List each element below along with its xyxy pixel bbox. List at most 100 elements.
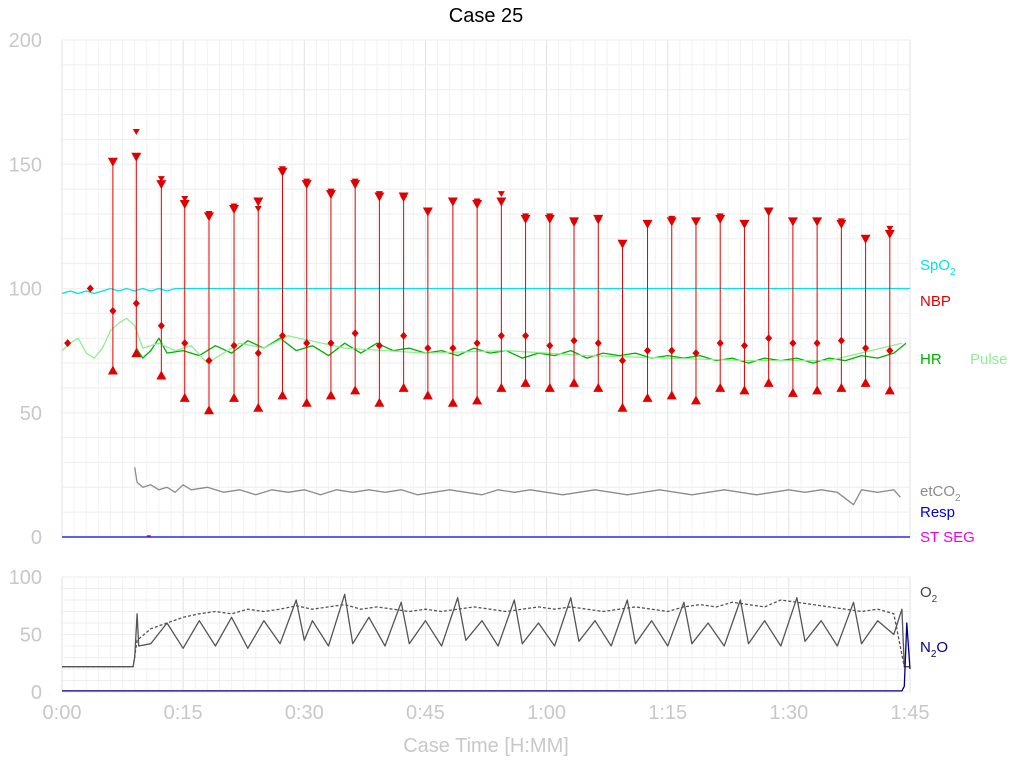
- nbp-diastolic-marker: [472, 395, 483, 405]
- nbp-diastolic-marker: [422, 390, 433, 400]
- nbp-diastolic-marker: [739, 385, 750, 395]
- x-axis-label: Case Time [H:MM]: [403, 735, 569, 757]
- nbp-systolic-marker: [253, 197, 264, 207]
- nbp-mean-marker: [230, 341, 238, 350]
- nbp-systolic-marker: [422, 207, 433, 217]
- legend-n2o: N2O: [920, 639, 948, 660]
- nbp-systolic-marker: [617, 239, 628, 249]
- vitals-y-ticks: 0 50 100 150 200: [9, 30, 42, 549]
- nbp-diastolic-marker: [520, 377, 531, 387]
- nbp-systolic-marker: [520, 214, 531, 224]
- nbp-systolic-marker: [107, 157, 118, 167]
- vitals-series: [61, 287, 910, 538]
- chart-title: Case 25: [449, 5, 524, 27]
- legend-etco2: etCO2: [920, 483, 961, 504]
- nbp-mean-marker: [64, 339, 72, 348]
- nbp-diastolic-marker: [617, 402, 628, 412]
- nbp-systolic-marker: [350, 180, 361, 190]
- nbp-mean-marker: [254, 349, 262, 358]
- nbp-mean-marker: [278, 331, 286, 340]
- nbp-mean-marker: [813, 339, 821, 348]
- nbp-mean-marker: [303, 339, 311, 348]
- legend-nbp: NBP: [920, 293, 951, 310]
- series-line-pulse: [61, 317, 903, 364]
- nbp-diastolic-marker: [812, 385, 823, 395]
- series-line-o2-inspired: [62, 593, 910, 668]
- nbp-mean-marker: [109, 306, 117, 315]
- x-tick-label: 1:45: [891, 702, 930, 724]
- nbp-mean-marker: [570, 336, 578, 345]
- gases-legend: O2 N2O: [920, 584, 948, 660]
- legend-hr: HR: [920, 351, 942, 368]
- nbp-mean-marker: [789, 339, 797, 348]
- nbp-systolic-marker: [690, 217, 701, 227]
- nbp-systolic-marker: [666, 217, 677, 227]
- nbp-mean-marker: [351, 329, 359, 338]
- series-line-o2-expired: [62, 599, 910, 668]
- y-tick-label: 150: [9, 154, 42, 176]
- nbp-systolic-marker: [739, 219, 750, 229]
- nbp-systolic-marker: [496, 197, 507, 207]
- nbp-mean-marker: [644, 346, 652, 355]
- legend-stseg: ST SEG: [920, 529, 975, 546]
- nbp-systolic-marker: [569, 217, 580, 227]
- nbp-systolic-marker: [836, 219, 847, 229]
- nbp-diastolic-marker: [763, 377, 774, 387]
- nbp-diastolic-marker: [642, 392, 653, 402]
- nbp-mean-marker: [375, 341, 383, 350]
- nbp-diastolic-marker: [350, 385, 361, 395]
- gases-grid: [61, 576, 911, 693]
- x-tick-label: 0:15: [164, 702, 203, 724]
- y-tick-label: 0: [31, 527, 42, 549]
- nbp-diastolic-marker: [203, 405, 214, 415]
- nbp-mean-marker: [327, 339, 335, 348]
- nbp-mean-marker: [765, 334, 773, 343]
- x-tick-label: 1:00: [527, 702, 566, 724]
- nbp-systolic-marker: [472, 200, 483, 210]
- nbp-mean-marker: [668, 346, 676, 355]
- x-tick-label: 0:45: [406, 702, 445, 724]
- nbp-systolic-marker: [812, 217, 823, 227]
- nbp-diastolic-marker: [253, 402, 264, 412]
- legend-resp: Resp: [920, 504, 955, 521]
- nbp-systolic-marker: [229, 204, 240, 214]
- nbp-systolic-prev-marker: [886, 225, 894, 232]
- nbp-mean-marker: [692, 349, 700, 358]
- nbp-diastolic-marker: [398, 382, 409, 392]
- nbp-mean-marker: [132, 299, 140, 308]
- nbp-diastolic-marker: [229, 392, 240, 402]
- nbp-systolic-marker: [763, 207, 774, 217]
- y-tick-label: 50: [20, 625, 42, 647]
- x-tick-label: 0:00: [43, 702, 82, 724]
- legend-pulse: Pulse: [970, 351, 1008, 368]
- nbp-diastolic-marker: [569, 377, 580, 387]
- nbp-mean-marker: [546, 341, 554, 350]
- nbp-mean-marker: [400, 331, 408, 340]
- gases-y-ticks: 0 50 100: [9, 567, 42, 704]
- series-line-spo2: [61, 287, 910, 295]
- nbp-diastolic-marker: [715, 382, 726, 392]
- nbp-systolic-marker: [156, 180, 167, 190]
- nbp-diastolic-marker: [690, 395, 701, 405]
- nbp-mean-marker: [716, 339, 724, 348]
- y-tick-label: 0: [31, 682, 42, 704]
- nbp-mean-marker: [740, 341, 748, 350]
- nbp-diastolic-marker: [156, 370, 167, 380]
- series-line-etco2: [134, 467, 901, 506]
- nbp-diastolic-marker: [179, 392, 190, 402]
- nbp-systolic-prev-marker: [181, 196, 189, 203]
- nbp-mean-marker: [86, 284, 94, 293]
- y-tick-label: 100: [9, 279, 42, 301]
- nbp-systolic-marker: [593, 214, 604, 224]
- nbp-diastolic-marker: [301, 397, 312, 407]
- nbp-diastolic-marker: [666, 390, 677, 400]
- nbp-systolic-marker: [179, 200, 190, 210]
- x-ticks: 0:00 0:15 0:30 0:45 1:00 1:15 1:30 1:45: [43, 702, 930, 724]
- nbp-diastolic-marker: [131, 348, 142, 358]
- nbp-systolic-marker: [544, 214, 555, 224]
- nbp-diastolic-marker: [884, 385, 895, 395]
- nbp-mean-marker: [424, 344, 432, 353]
- nbp-systolic-prev-marker: [254, 205, 262, 212]
